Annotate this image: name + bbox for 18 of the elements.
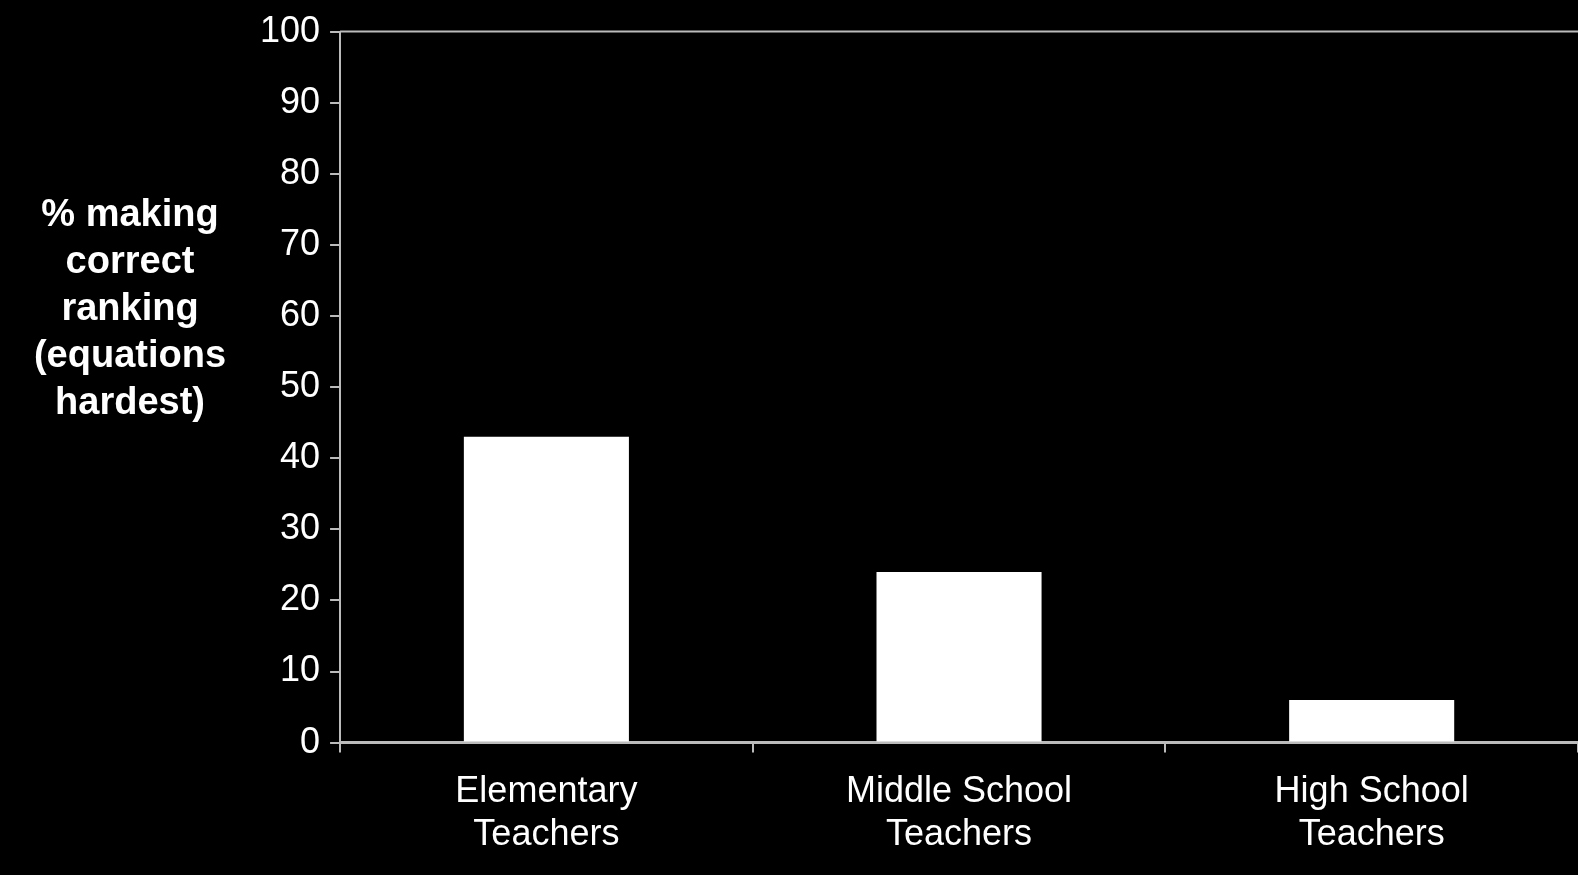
x-tick-label: Elementary Teachers: [455, 769, 638, 854]
x-tick-label: Middle School Teachers: [845, 769, 1073, 854]
y-tick-label: 30: [280, 506, 321, 548]
y-tick-label: 70: [280, 221, 321, 263]
y-tick-label: 20: [280, 577, 321, 619]
y-tick-label: 50: [280, 364, 321, 406]
bar: [876, 571, 1042, 742]
bar: [463, 436, 629, 742]
y-tick-label: 40: [280, 435, 321, 477]
y-axis-title: % making correct ranking (equations hardest): [32, 191, 228, 424]
x-tick-label: High School Teachers: [1274, 769, 1469, 854]
y-tick-label: 90: [280, 79, 321, 121]
y-tick-label: 60: [280, 292, 321, 334]
bar: [1289, 699, 1455, 742]
y-tick-label: 80: [280, 150, 321, 192]
y-tick-label: 100: [259, 8, 321, 50]
y-tick-label: 10: [280, 648, 321, 690]
y-tick-label: 0: [300, 719, 321, 761]
